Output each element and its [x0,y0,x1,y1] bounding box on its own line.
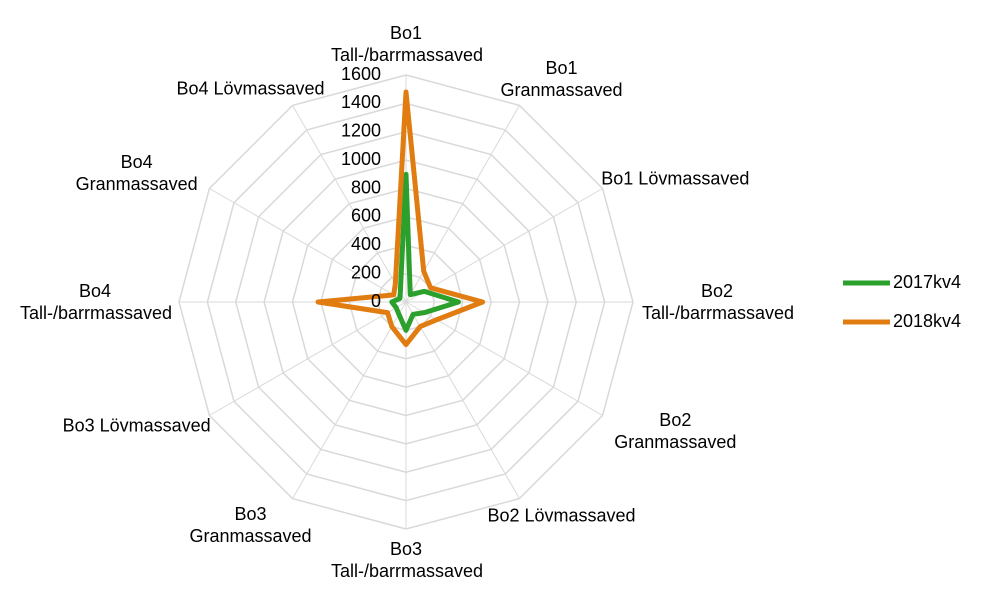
tick-label: 400 [351,234,381,254]
category-label: Bo3 Granmassaved [189,504,312,547]
category-label: Bo3 Tall-/barrmassaved [331,539,484,581]
spoke [209,188,407,303]
category-label: Bo1 Granmassaved [500,57,623,100]
spoke [405,188,603,303]
category-label: Bo4 Lövmassaved [176,78,325,99]
spoke [405,301,520,499]
legend-label: 2018kv4 [893,311,961,331]
category-label: Bo4 Tall-/barrmassaved [20,281,173,323]
tick-label: 600 [351,206,381,226]
category-label: Bo4 Granmassaved [75,152,198,194]
series-line [389,171,461,333]
category-label: Bo1 Lövmassaved [601,168,750,189]
tick-label: 200 [351,262,381,282]
tick-label: 1400 [341,92,381,112]
series-line [315,89,486,348]
spoke [209,301,407,416]
spoke [292,301,407,499]
category-label: Bo2 Granmassaved [614,410,737,452]
category-label: Bo2 Tall-/barrmassaved [642,281,795,323]
tick-label: 1200 [341,121,381,141]
tick-label: 800 [351,177,381,197]
spoke [292,105,407,303]
category-label: Bo3 Lövmassaved [62,415,211,436]
tick-label: 1600 [341,64,381,84]
tick-label: 0 [371,291,381,311]
category-label: Bo2 Lövmassaved [487,505,636,526]
tick-label: 1000 [341,149,381,169]
legend-label: 2017kv4 [893,272,961,292]
category-label: Bo1 Tall-/barrmassaved [331,23,484,65]
